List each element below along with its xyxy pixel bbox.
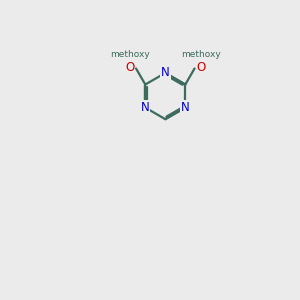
Text: N: N [181,101,190,114]
Text: O: O [125,61,134,74]
Text: methoxy: methoxy [110,50,149,59]
Text: methoxy: methoxy [181,50,221,59]
Text: N: N [161,67,170,80]
Text: O: O [196,61,206,74]
Text: N: N [141,101,150,114]
